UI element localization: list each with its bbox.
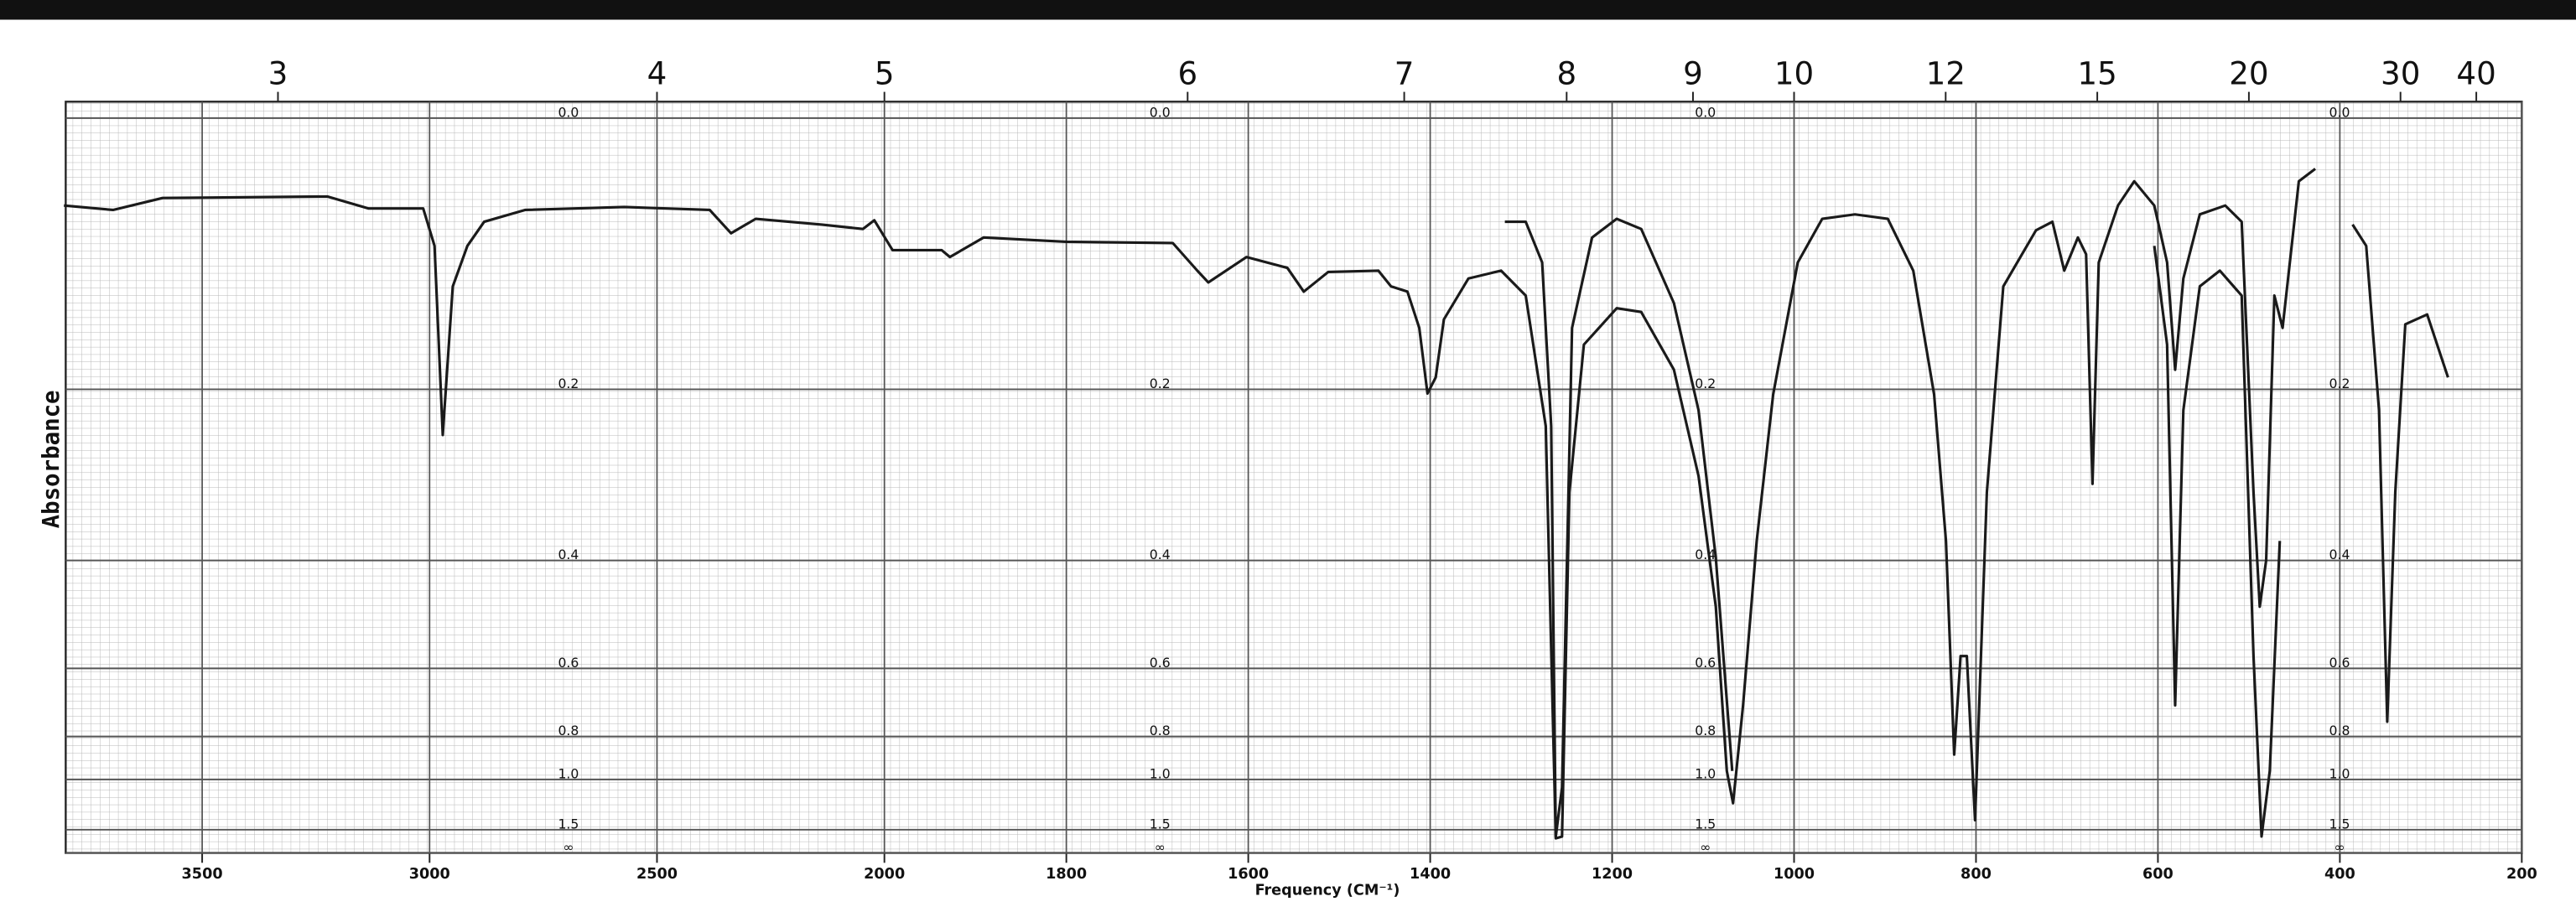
y-tick-label: 0.0 xyxy=(2329,105,2350,121)
y-axis-title: Absorbance xyxy=(39,390,65,528)
y-tick-label: ∞ xyxy=(1700,839,1711,855)
y-tick-label: 0.2 xyxy=(558,376,579,391)
y-tick-label: 0.6 xyxy=(2329,655,2350,671)
x-tick-label: 1600 xyxy=(1228,866,1269,883)
y-tick-label: 0.0 xyxy=(1150,105,1171,121)
x-tick-label: 400 xyxy=(2324,866,2355,883)
x2-tick-label: 15 xyxy=(2077,55,2116,92)
x2-tick-label: 10 xyxy=(1774,55,1814,92)
y-tick-label: 1.5 xyxy=(2329,816,2350,832)
x2-tick-label: 5 xyxy=(875,55,895,92)
x-tick-label: 2000 xyxy=(864,866,905,883)
y-tick-label: 0.8 xyxy=(1150,723,1171,738)
y-tick-label: 0.0 xyxy=(558,105,579,121)
x-tick-label: 200 xyxy=(2506,866,2537,883)
y-tick-label: 0.8 xyxy=(2329,723,2350,738)
spectrum-trace xyxy=(64,168,2449,840)
x-tick-label: 2500 xyxy=(636,866,678,883)
y-tick-label: 0.6 xyxy=(1150,655,1171,671)
y-tick-label: 1.0 xyxy=(558,766,579,782)
x2-tick-label: 6 xyxy=(1177,55,1197,92)
y-tick-label: 1.5 xyxy=(1695,816,1716,832)
y-tick-label: 1.0 xyxy=(2329,766,2350,782)
plot-area xyxy=(65,101,2523,854)
y-tick-label: 0.2 xyxy=(1695,376,1716,391)
x-tick-label: 1800 xyxy=(1046,866,1087,883)
x-tick-label: 1000 xyxy=(1774,866,1815,883)
x2-tick-label: 9 xyxy=(1683,55,1703,92)
y-tick-label: 0.8 xyxy=(1695,723,1716,738)
y-tick-label: ∞ xyxy=(563,839,574,855)
x2-tick-label: 30 xyxy=(2381,55,2420,92)
y-tick-label: 0.4 xyxy=(558,547,579,562)
x-tick-label: 800 xyxy=(1961,866,1992,883)
y-tick-label: 0.4 xyxy=(1150,547,1171,562)
x-tick-label: 1400 xyxy=(1410,866,1451,883)
x2-tick-label: 12 xyxy=(1926,55,1966,92)
x-tick-label: 3500 xyxy=(182,866,223,883)
x-tick-label: 1200 xyxy=(1592,866,1633,883)
x2-tick-label: 4 xyxy=(647,55,667,92)
x2-tick-label: 40 xyxy=(2456,55,2496,92)
x2-tick-label: 7 xyxy=(1394,55,1415,92)
x-tick-label: 3000 xyxy=(409,866,450,883)
top-band xyxy=(0,0,2576,20)
y-tick-label: ∞ xyxy=(1155,839,1166,855)
y-tick-label: 0.4 xyxy=(1695,547,1716,562)
spectrum-trace xyxy=(1504,217,2282,838)
y-tick-label: ∞ xyxy=(2334,839,2345,855)
y-tick-label: 0.2 xyxy=(1150,376,1171,391)
y-tick-label: 0.6 xyxy=(1695,655,1716,671)
y-tick-label: 1.5 xyxy=(1150,816,1171,832)
y-tick-label: 0.0 xyxy=(1695,105,1716,121)
y-tick-label: 1.0 xyxy=(1150,766,1171,782)
x-tick-label: 600 xyxy=(2142,866,2174,883)
y-tick-label: 0.6 xyxy=(558,655,579,671)
x2-tick-label: 8 xyxy=(1556,55,1576,92)
y-tick-label: 1.0 xyxy=(1695,766,1716,782)
y-tick-label: 0.8 xyxy=(558,723,579,738)
y-tick-label: 0.2 xyxy=(2329,376,2350,391)
y-tick-label: 0.4 xyxy=(2329,547,2350,562)
x-axis-title: Frequency (CM⁻¹) xyxy=(1255,883,1400,899)
x2-tick-label: 20 xyxy=(2229,55,2268,92)
x2-tick-label: 3 xyxy=(268,55,288,92)
y-tick-label: 1.5 xyxy=(558,816,579,832)
